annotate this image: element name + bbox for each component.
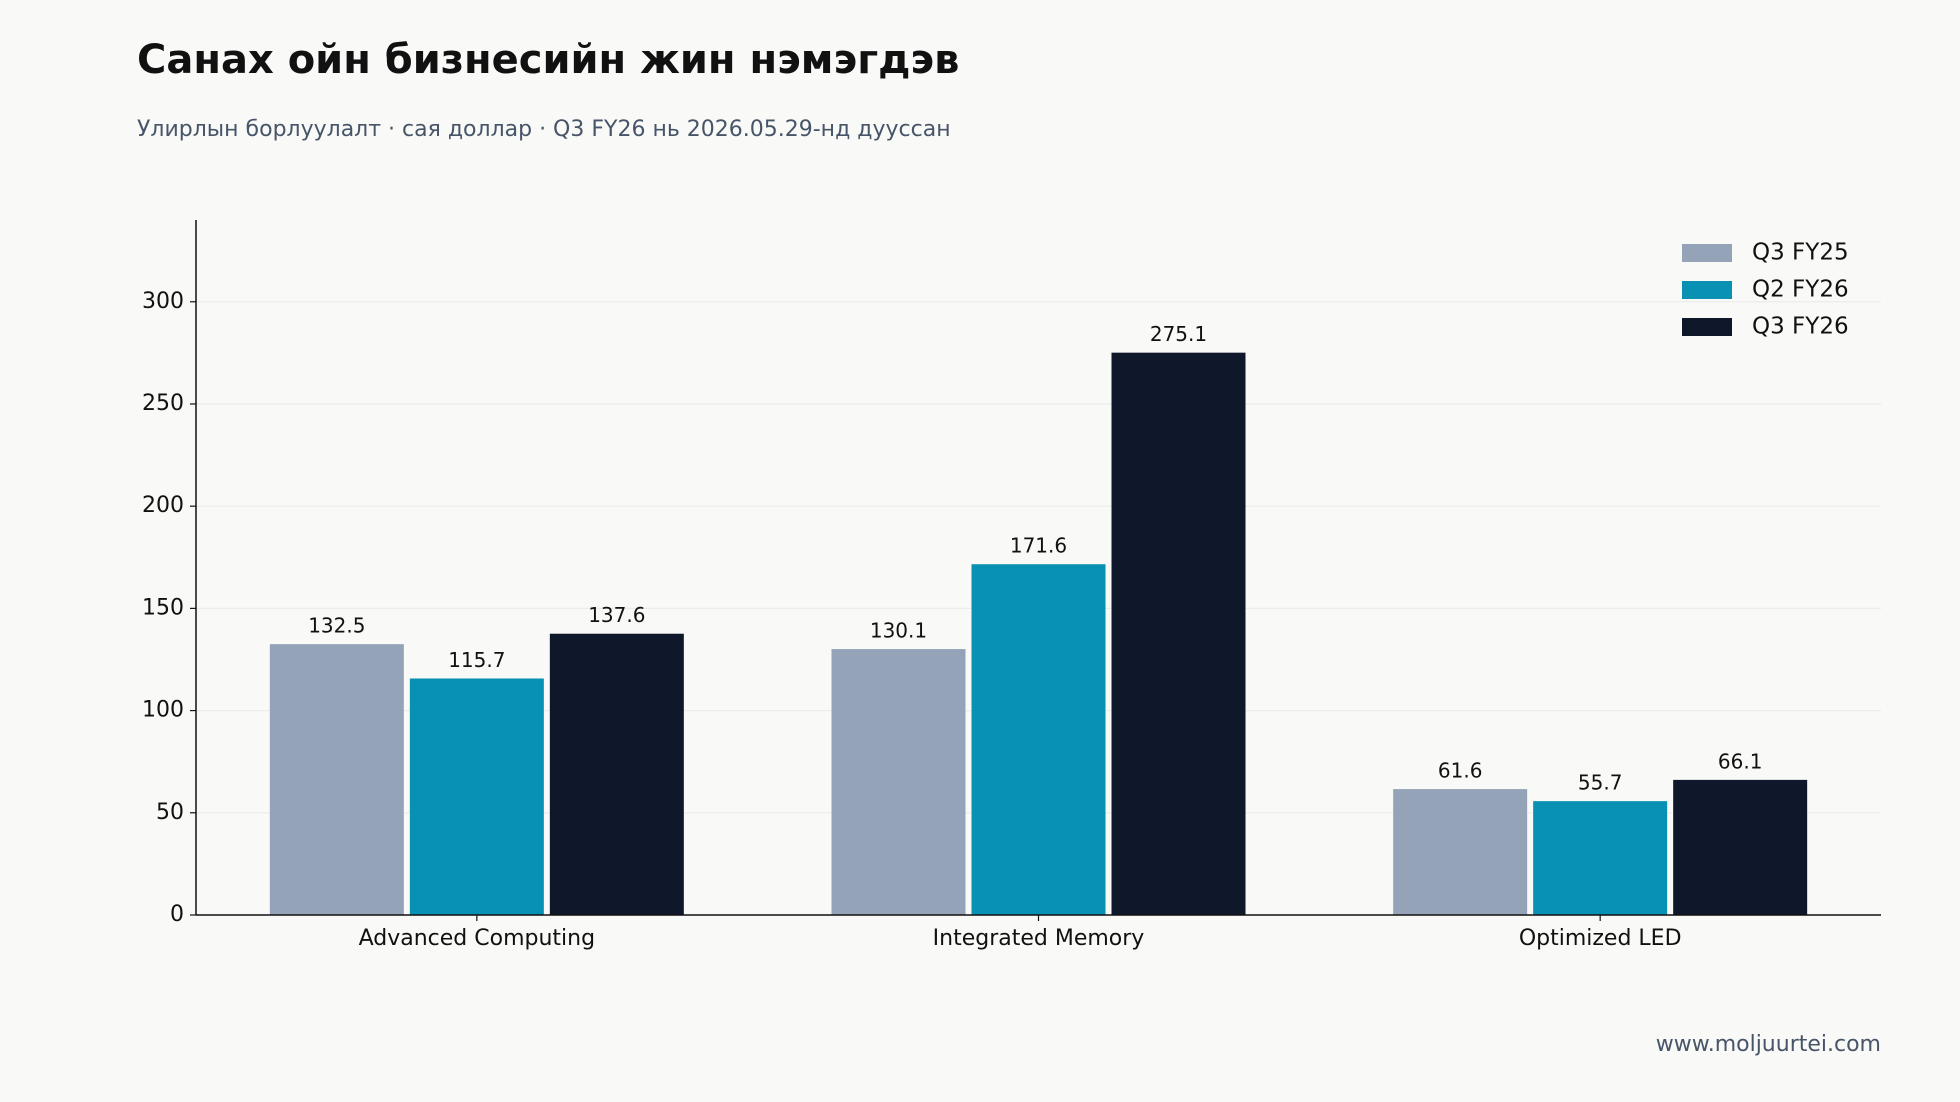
y-tick-label: 300 — [142, 289, 184, 314]
chart-title: Санах ойн бизнесийн жин нэмэгдэв — [137, 37, 959, 83]
value-label: 130.1 — [870, 619, 927, 643]
y-tick-label: 250 — [142, 391, 184, 416]
source: www.moljuurtei.com — [1656, 1032, 1881, 1057]
value-label: 171.6 — [1010, 534, 1067, 558]
bar — [1393, 789, 1528, 915]
legend-label: Q3 FY25 — [1752, 240, 1849, 266]
y-tick-label: 150 — [142, 595, 184, 620]
legend-swatch — [1682, 281, 1732, 299]
bar — [1111, 352, 1246, 916]
bar — [1533, 801, 1668, 915]
y-tick-label: 50 — [156, 800, 184, 825]
value-label: 137.6 — [588, 603, 645, 627]
bar — [409, 678, 544, 915]
chart-subtitle: Улирлын борлуулалт · сая доллар · Q3 FY2… — [137, 117, 951, 142]
value-label: 66.1 — [1718, 749, 1763, 773]
legend-label: Q2 FY26 — [1752, 277, 1849, 303]
x-tick-label: Optimized LED — [1519, 926, 1682, 951]
value-label: 275.1 — [1150, 322, 1207, 346]
bar — [971, 564, 1106, 915]
x-tick-label: Advanced Computing — [359, 926, 595, 951]
y-tick-label: 0 — [170, 902, 184, 927]
bar — [549, 633, 684, 915]
bar — [831, 649, 966, 915]
legend-label: Q3 FY26 — [1752, 314, 1849, 340]
x-tick-label: Integrated Memory — [933, 926, 1145, 951]
legend-swatch — [1682, 244, 1732, 262]
value-label: 55.7 — [1578, 771, 1623, 795]
value-label: 132.5 — [308, 614, 365, 638]
legend-swatch — [1682, 318, 1732, 336]
value-label: 61.6 — [1438, 759, 1483, 783]
bar — [269, 644, 404, 915]
y-tick-label: 200 — [142, 493, 184, 518]
value-label: 115.7 — [448, 648, 505, 672]
bar — [1673, 779, 1808, 915]
y-tick-label: 100 — [142, 698, 184, 723]
